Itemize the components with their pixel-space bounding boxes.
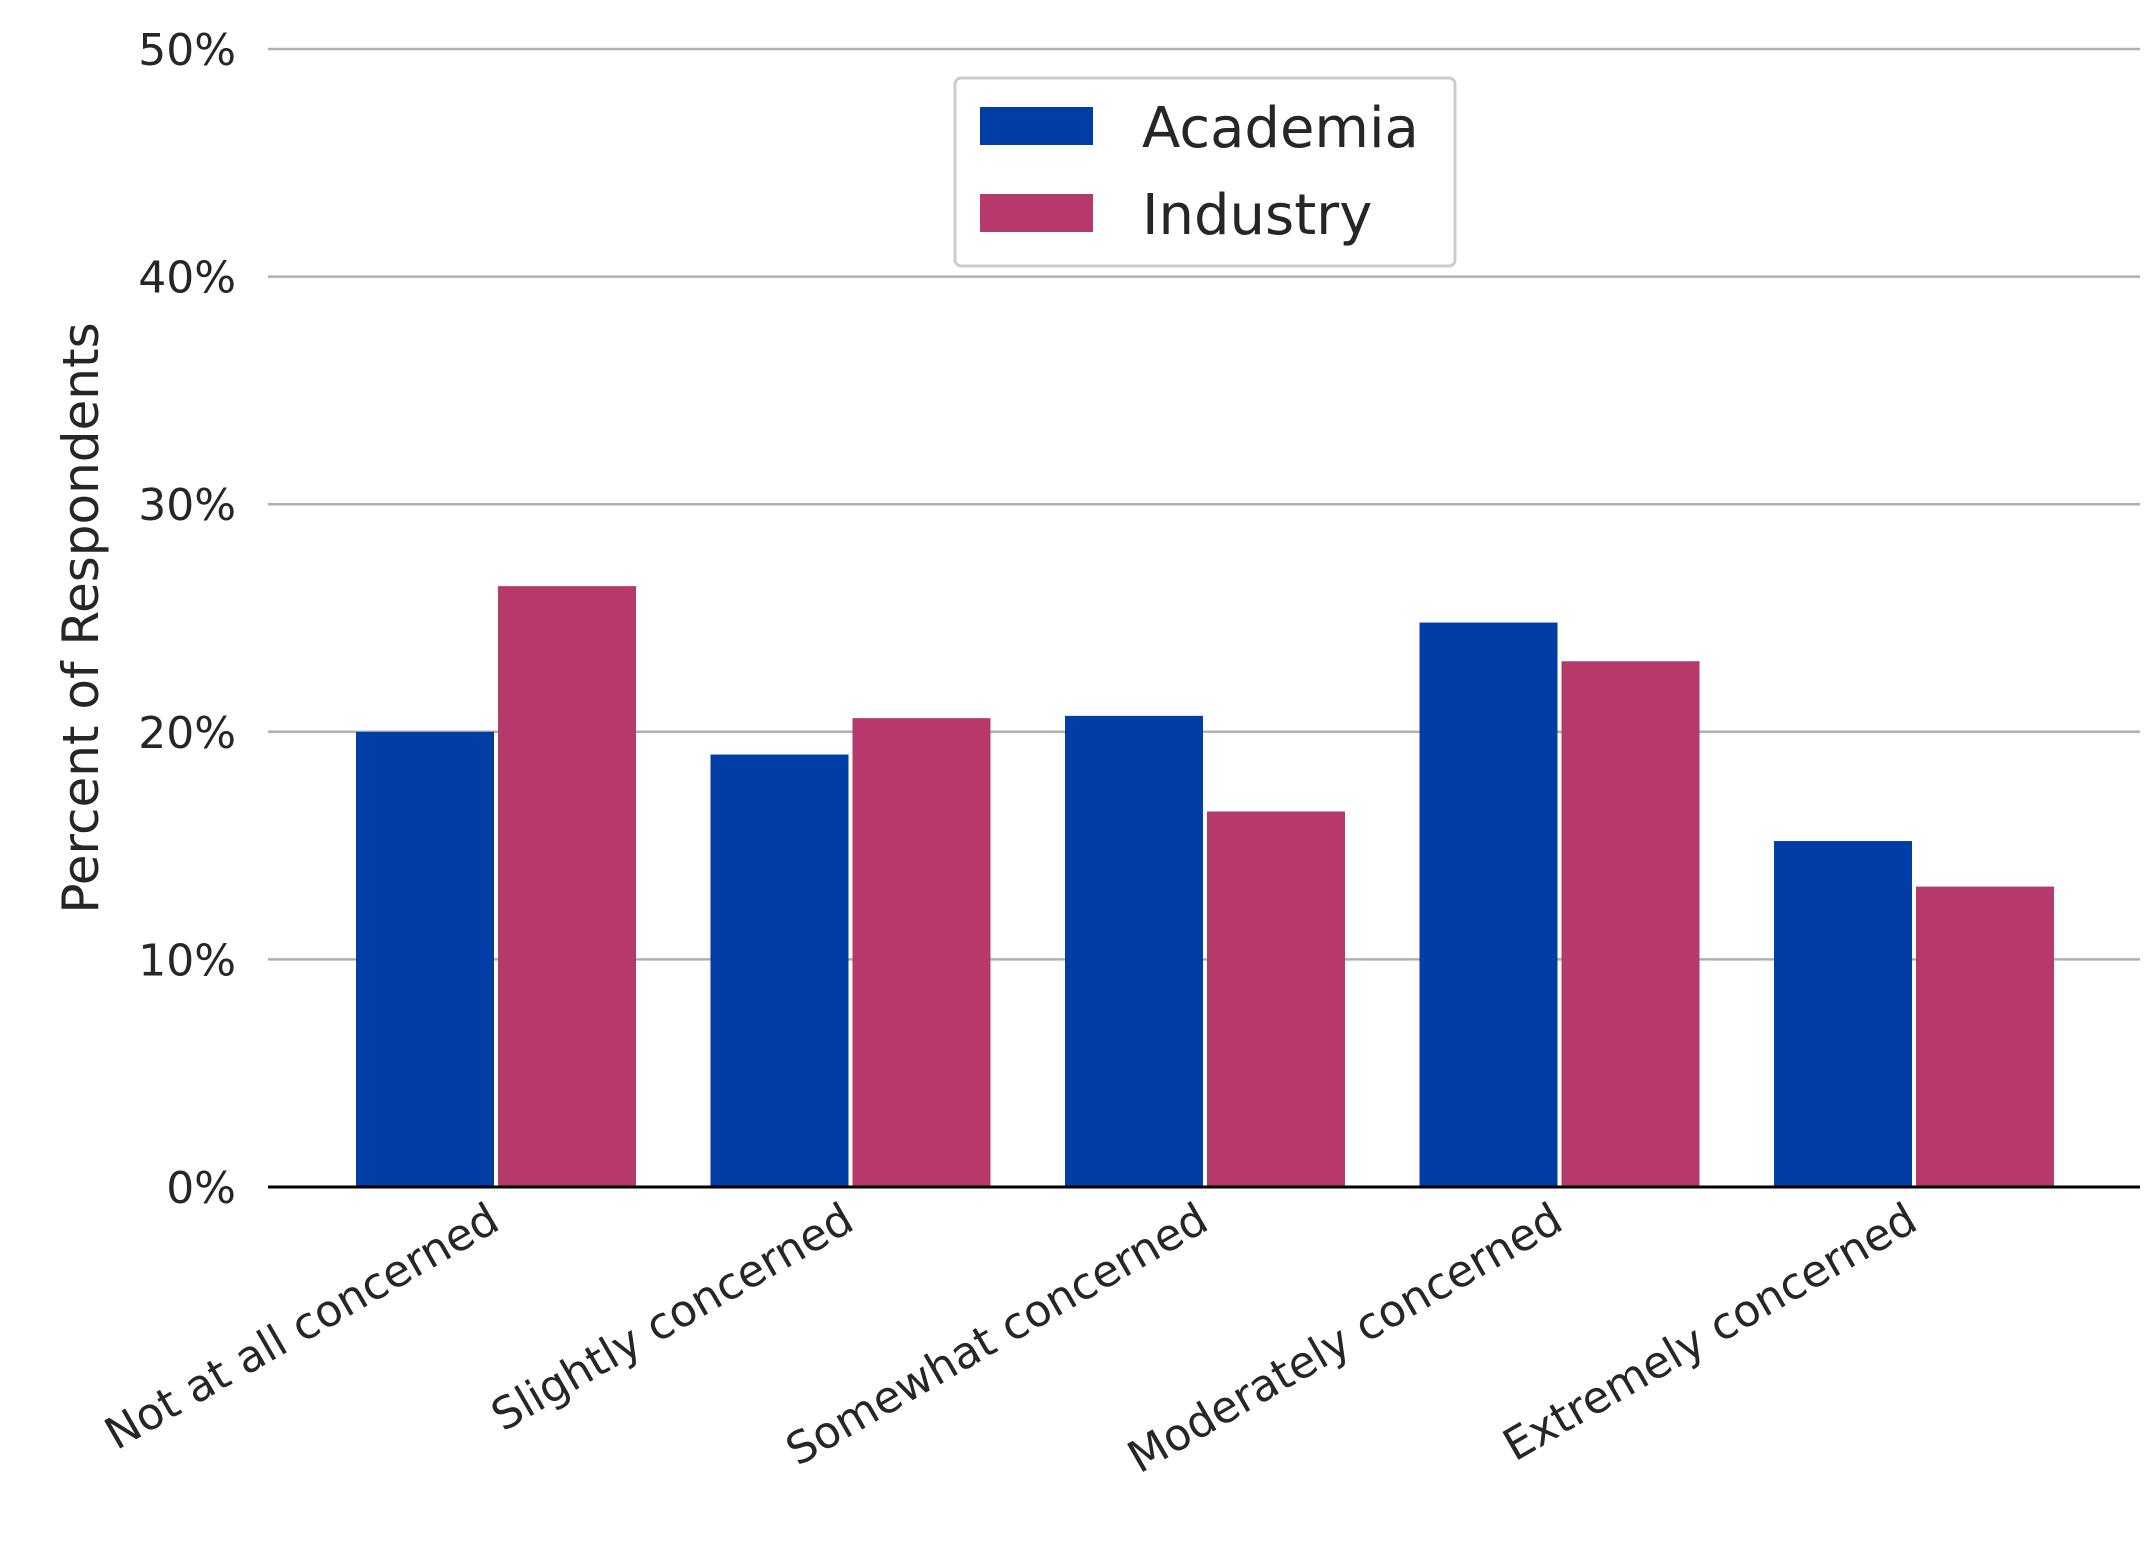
bar-academia-not-at-all-concerned [356, 731, 494, 1187]
legend-swatch-academia [980, 107, 1093, 145]
bar-industry-slightly-concerned [852, 718, 991, 1187]
bar-industry-somewhat-concerned [1207, 811, 1345, 1187]
x-tick-label-not-at-all-concerned: Not at all concerned [96, 1193, 507, 1460]
legend: Academia Industry [953, 76, 1457, 268]
legend-label-academia: Academia [1142, 96, 1419, 161]
y-tick-label-30: 30% [138, 480, 236, 531]
y-axis-title: Percent of Respondents [52, 322, 110, 913]
x-tick-label-slightly-concerned: Slightly concerned [483, 1193, 862, 1441]
y-tick-label-0: 0% [166, 1163, 236, 1214]
bar-industry-not-at-all-concerned [498, 586, 636, 1187]
bar-industry-extremely-concerned [1916, 886, 2054, 1187]
bar-academia-moderately-concerned [1419, 622, 1558, 1187]
y-tick-labels: 0% 10% 20% 30% 40% 50% [138, 25, 236, 1214]
y-tick-label-20: 20% [138, 708, 236, 759]
legend-label-industry: Industry [1142, 183, 1372, 248]
bars [356, 586, 2054, 1187]
bar-academia-somewhat-concerned [1065, 715, 1203, 1187]
bar-academia-slightly-concerned [710, 754, 849, 1187]
y-tick-label-40: 40% [138, 253, 236, 304]
y-tick-label-50: 50% [138, 25, 236, 76]
y-tick-label-10: 10% [138, 935, 236, 986]
bar-academia-extremely-concerned [1774, 841, 1912, 1187]
legend-swatch-industry [980, 194, 1093, 232]
bar-industry-moderately-concerned [1561, 661, 1700, 1187]
